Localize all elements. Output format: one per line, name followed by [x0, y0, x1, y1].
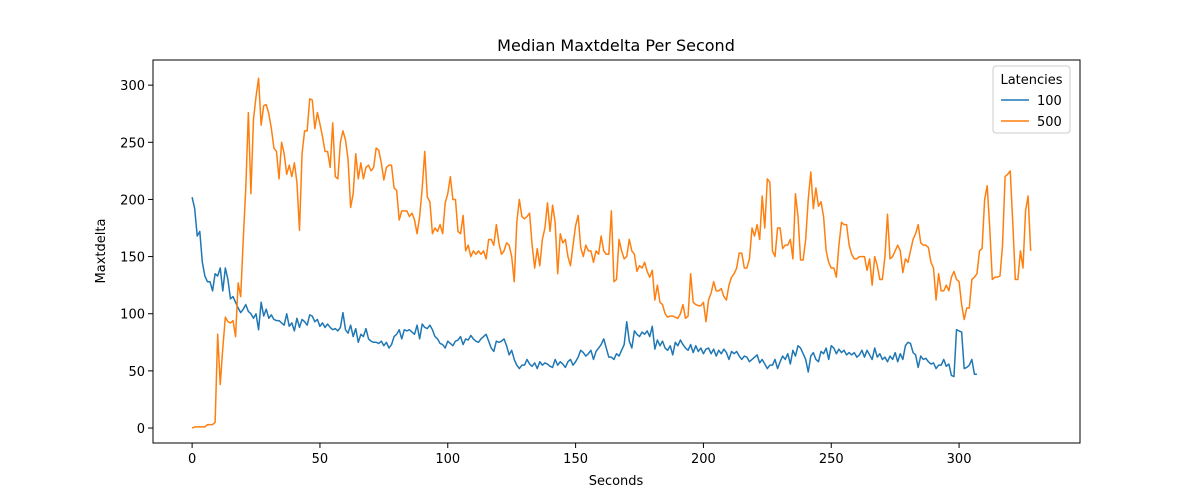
y-tick-label: 150	[120, 251, 145, 266]
series-line	[191, 196, 977, 378]
axes-frame	[152, 59, 1081, 444]
x-tick-label: 100	[435, 452, 460, 467]
y-tick-label: 200	[120, 193, 145, 208]
chart-title: Median Maxtdelta Per Second	[497, 36, 735, 55]
legend-label: 100	[1037, 94, 1062, 109]
series-line	[191, 77, 1032, 429]
x-tick-label: 150	[563, 452, 588, 467]
y-tick-label: 250	[120, 136, 145, 151]
legend-title: Latencies	[1000, 73, 1062, 88]
legend-label: 500	[1037, 115, 1062, 130]
x-tick-label: 200	[691, 452, 716, 467]
y-tick-label: 50	[128, 365, 145, 380]
y-tick-label: 300	[120, 79, 145, 94]
x-axis-label: Seconds	[589, 474, 644, 489]
x-tick-label: 250	[819, 452, 844, 467]
y-tick-label: 0	[137, 422, 145, 437]
legend-box	[992, 65, 1071, 134]
legend: Latencies 100 500	[992, 65, 1071, 134]
x-tick-label: 300	[947, 452, 972, 467]
y-axis-label: Maxtdelta	[94, 219, 109, 284]
x-tick-label: 0	[188, 452, 196, 467]
x-tick-label: 50	[312, 452, 329, 467]
y-tick-label: 100	[120, 308, 145, 323]
